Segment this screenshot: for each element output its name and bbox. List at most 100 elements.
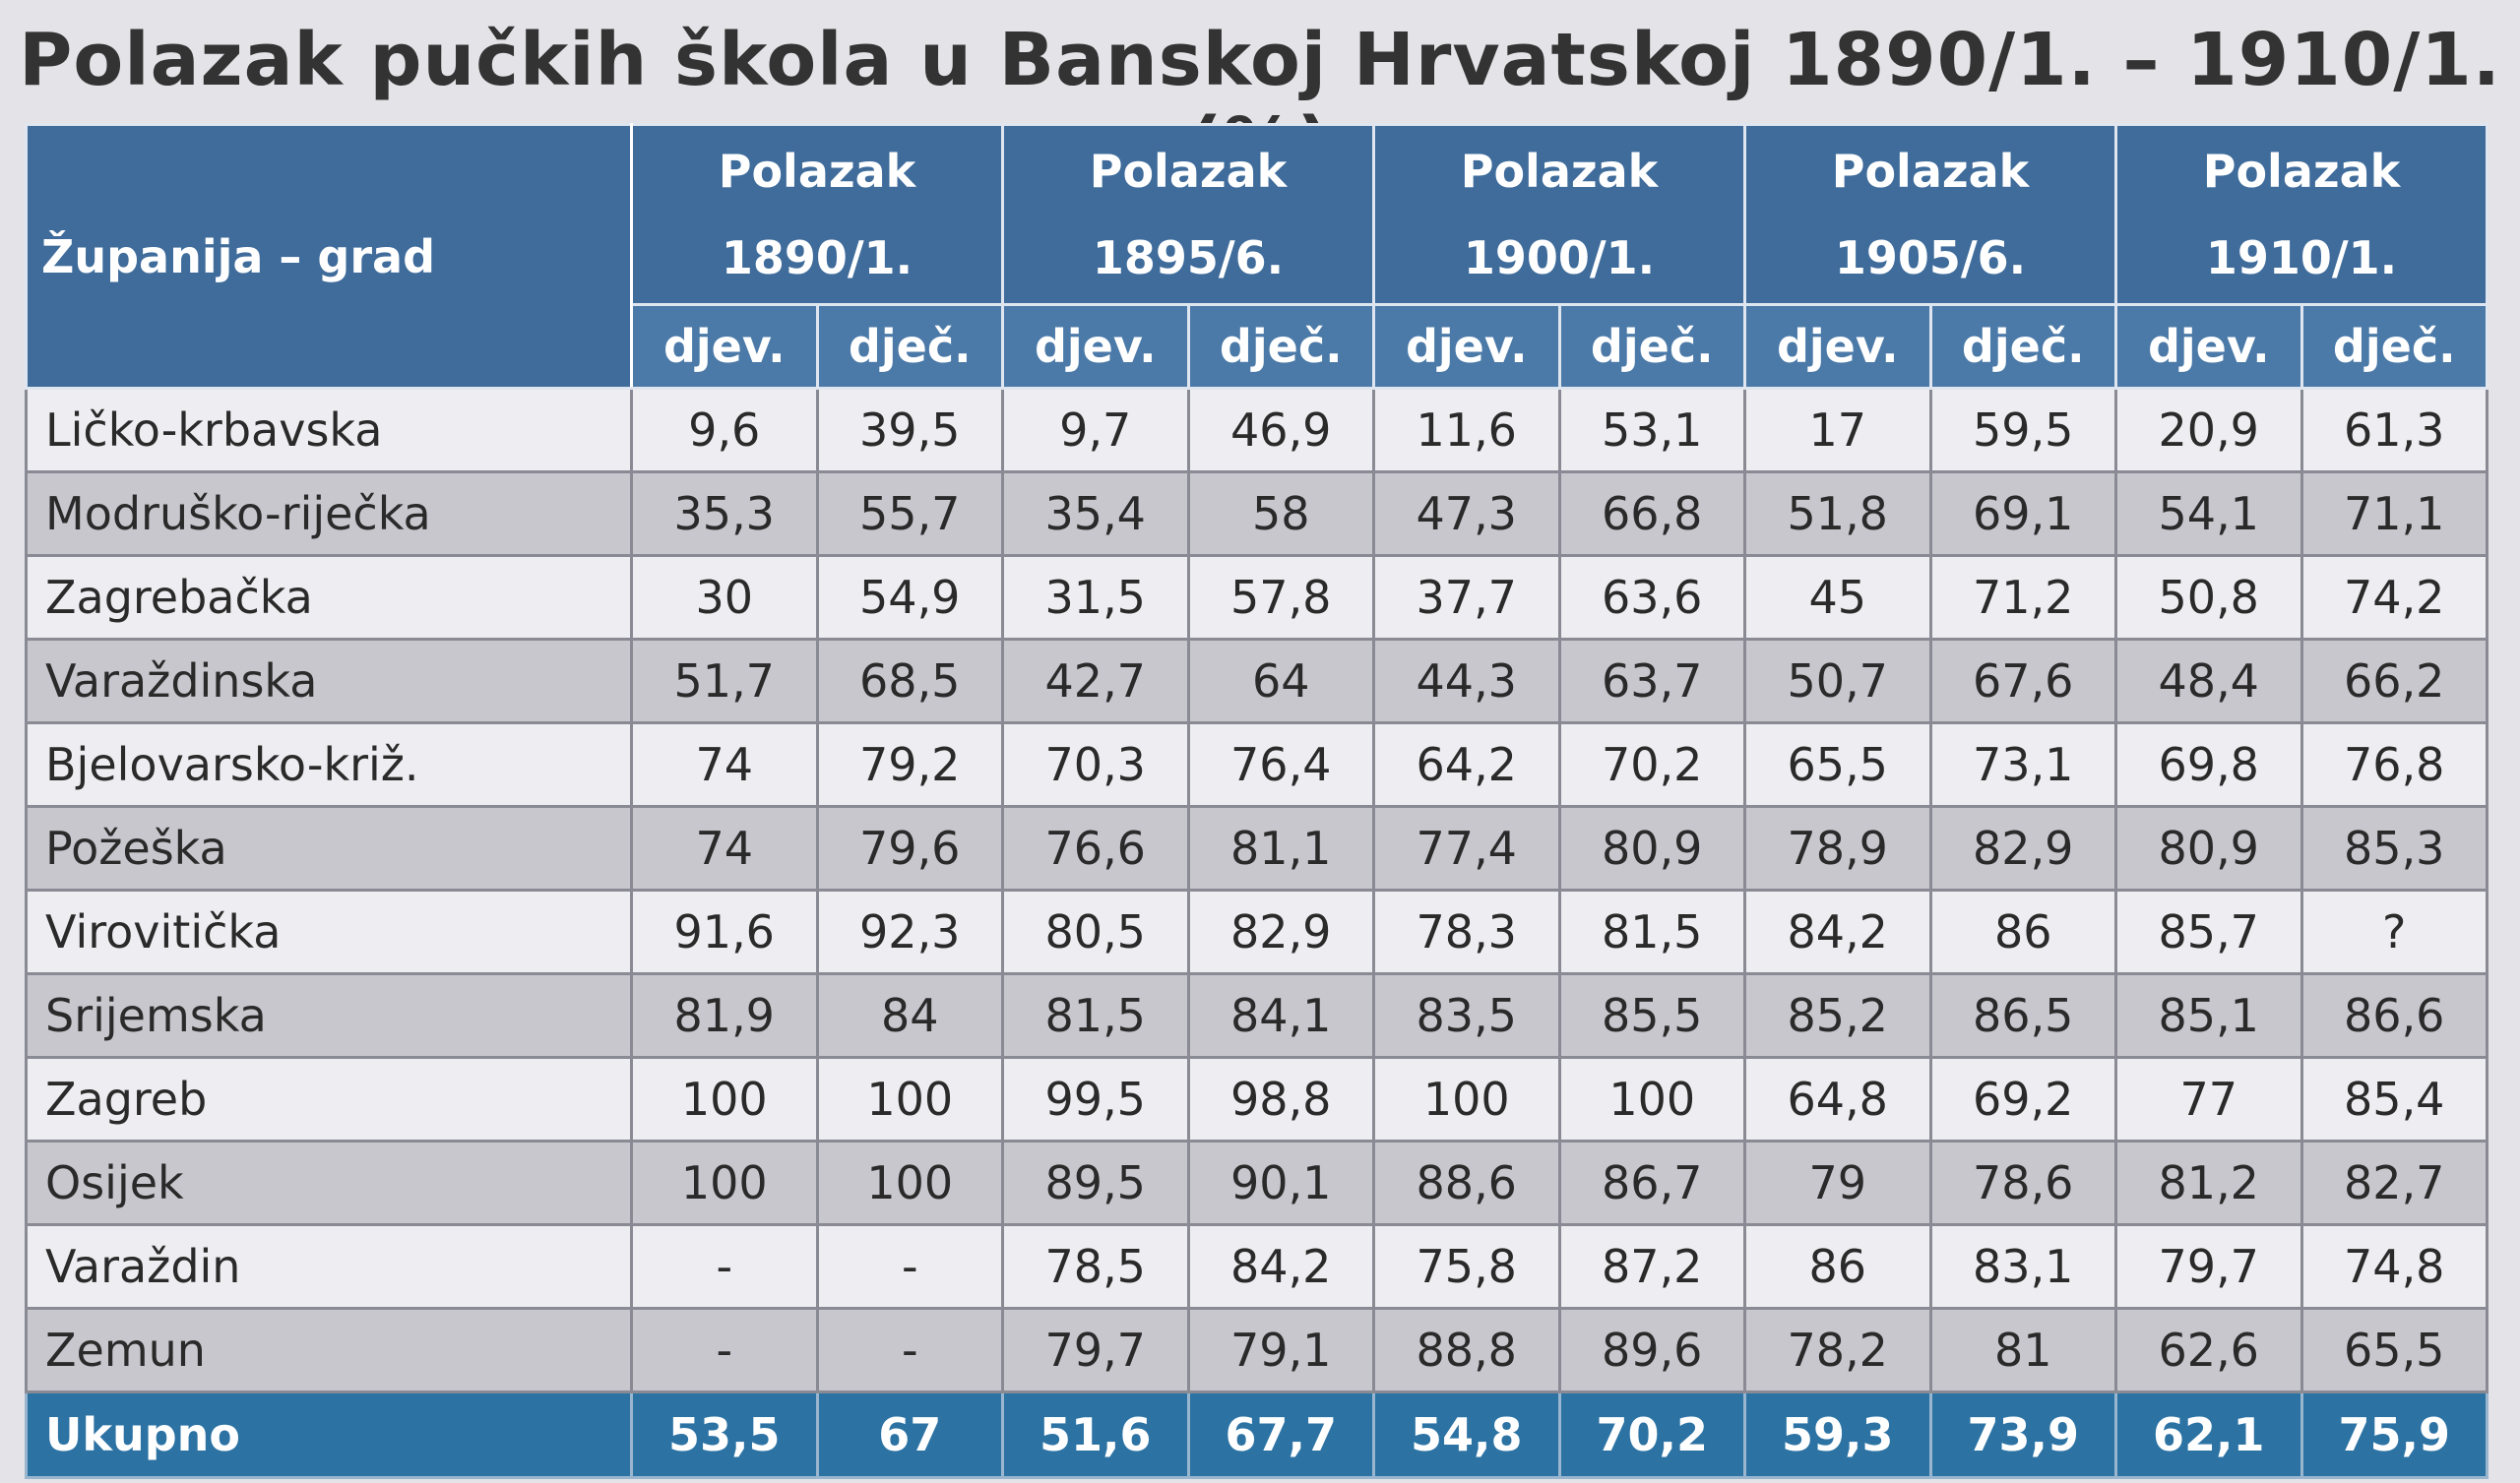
cell: 78,9 <box>1743 805 1932 892</box>
cell: 66,2 <box>2300 638 2488 724</box>
cell: 85,1 <box>2114 972 2303 1059</box>
row-name: Ličko-krbavska <box>25 387 633 473</box>
data-row: Varaždin - -78,5 84,2 75,8 87,2 86 83,1 79,7 74,8 <box>25 1223 2488 1310</box>
cell: 53,1 <box>1557 387 1746 473</box>
subheader: djev. <box>2114 303 2303 390</box>
cell: 54,1 <box>2114 470 2303 557</box>
group-header: Polazak 1890/1. <box>630 123 1004 306</box>
cell: 67,6 <box>1928 638 2117 724</box>
cell: 80,9 <box>2114 805 2303 892</box>
cell: 9,6 <box>630 387 819 473</box>
cell: 98,8 <box>1186 1056 1375 1143</box>
cell: 20,9 <box>2114 387 2303 473</box>
data-row: Bjelovarsko-križ. 74 79,2 70,3 76,4 64,2 70,2 6… <box>25 721 2488 808</box>
cell: 76,6 <box>1001 805 1190 892</box>
subheader: djev. <box>1001 303 1190 390</box>
cell: 80,9 <box>1557 805 1746 892</box>
cell: 82,7 <box>2300 1140 2488 1226</box>
total-cell: 62,1 <box>2114 1390 2303 1479</box>
group-label: Polazak <box>2202 145 2401 198</box>
attendance-table: Županija – grad Polazak 1890/1. Polazak 1895… <box>25 123 2488 1479</box>
cell: 74 <box>630 805 819 892</box>
cell: 85,7 <box>2114 889 2303 975</box>
cell: 90,1 <box>1186 1140 1375 1226</box>
group-label: Polazak <box>1831 145 2030 198</box>
cell: 66,8 <box>1557 470 1746 557</box>
row-name: Virovitička <box>25 889 633 975</box>
data-row: Virovitička 91,6 92,3 80,5 82,9 78,3 81,5 84,2 8… <box>25 889 2488 975</box>
cell: 48,4 <box>2114 638 2303 724</box>
cell: 62,6 <box>2114 1307 2303 1393</box>
data-row: Požeška 74 79,6 76,6 81,1 77,4 80,9 78,9 82,9 80,… <box>25 805 2488 892</box>
cell: 45 <box>1743 554 1932 641</box>
cell: 74,8 <box>2300 1223 2488 1310</box>
cell: 69,8 <box>2114 721 2303 808</box>
cell: 35,3 <box>630 470 819 557</box>
subheader: dječ. <box>1186 303 1375 390</box>
group-header: Polazak 1900/1. <box>1372 123 1746 306</box>
cell: 69,2 <box>1928 1056 2117 1143</box>
row-name: Varaždinska <box>25 638 633 724</box>
cell: 79,7 <box>2114 1223 2303 1310</box>
cell: 65,5 <box>1743 721 1932 808</box>
cell: 86 <box>1928 889 2117 975</box>
cell: 74 <box>630 721 819 808</box>
row-name: Bjelovarsko-križ. <box>25 721 633 808</box>
cell: 50,7 <box>1743 638 1932 724</box>
cell: 80,5 <box>1001 889 1190 975</box>
group-year: 1905/6. <box>1834 231 2027 284</box>
cell: 86,7 <box>1557 1140 1746 1226</box>
data-row: Srijemska 81,9 84 81,5 84,1 83,5 85,5 85,2 86,5 8… <box>25 972 2488 1059</box>
cell: - <box>630 1307 819 1393</box>
cell: 35,4 <box>1001 470 1190 557</box>
cell: 81,5 <box>1001 972 1190 1059</box>
data-row: Zagrebačka 30 54,9 31,5 57,8 37,7 63,6 45 71,2 50… <box>25 554 2488 641</box>
cell: 54,9 <box>815 554 1004 641</box>
cell: 88,6 <box>1372 1140 1561 1226</box>
cell: 77,4 <box>1372 805 1561 892</box>
cell: 51,8 <box>1743 470 1932 557</box>
cell: 86,6 <box>2300 972 2488 1059</box>
data-row: Zemun - -79,7 79,1 88,8 89,6 78,2 81 62,6 65,5 <box>25 1307 2488 1393</box>
subheader: djev. <box>630 303 819 390</box>
cell: 84,2 <box>1186 1223 1375 1310</box>
cell: 51,7 <box>630 638 819 724</box>
cell: 85,2 <box>1743 972 1932 1059</box>
subheader: djev. <box>1372 303 1561 390</box>
cell: 100 <box>630 1140 819 1226</box>
total-cell: 67 <box>815 1390 1004 1479</box>
cell: 100 <box>630 1056 819 1143</box>
cell: 37,7 <box>1372 554 1561 641</box>
total-cell: 53,5 <box>630 1390 819 1479</box>
cell: 81,5 <box>1557 889 1746 975</box>
cell: 88,8 <box>1372 1307 1561 1393</box>
cell: 85,3 <box>2300 805 2488 892</box>
group-year: 1890/1. <box>721 231 914 284</box>
cell: 100 <box>815 1140 1004 1226</box>
cell: 78,3 <box>1372 889 1561 975</box>
cell: 68,5 <box>815 638 1004 724</box>
row-name: Varaždin <box>25 1223 633 1310</box>
cell: 82,9 <box>1928 805 2117 892</box>
cell: 81,2 <box>2114 1140 2303 1226</box>
total-cell: 73,9 <box>1928 1390 2117 1479</box>
cell: 85,5 <box>1557 972 1746 1059</box>
row-name: Modruško-riječka <box>25 470 633 557</box>
cell: 86 <box>1743 1223 1932 1310</box>
cell: 81,9 <box>630 972 819 1059</box>
data-row: Zagreb 100 100 99,5 98,8 100 100 64,8 69,2 77 85,4 <box>25 1056 2488 1143</box>
cell: 79 <box>1743 1140 1932 1226</box>
cell: 100 <box>1557 1056 1746 1143</box>
cell: - <box>630 1223 819 1310</box>
cell: 76,8 <box>2300 721 2488 808</box>
group-label: Polazak <box>718 145 916 198</box>
total-cell: 70,2 <box>1557 1390 1746 1479</box>
data-row: Modruško-riječka 35,3 55,7 35,4 58 47,3 66,8 51… <box>25 470 2488 557</box>
cell: 76,4 <box>1186 721 1375 808</box>
cell: 64 <box>1186 638 1375 724</box>
cell: 70,2 <box>1557 721 1746 808</box>
cell: 44,3 <box>1372 638 1561 724</box>
cell: 82,9 <box>1186 889 1375 975</box>
total-label: Ukupno <box>25 1390 633 1479</box>
